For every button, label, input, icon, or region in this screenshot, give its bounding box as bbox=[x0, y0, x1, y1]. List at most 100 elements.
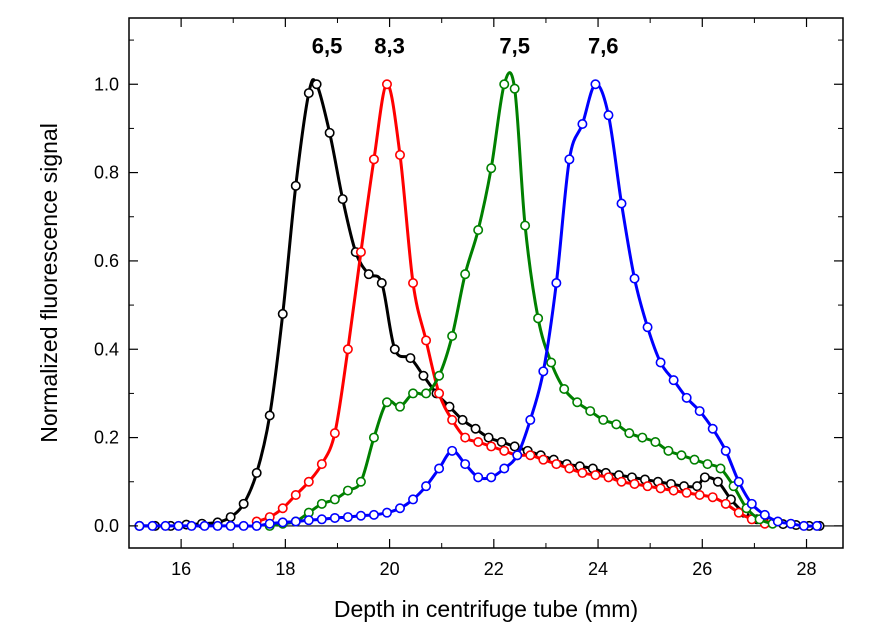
peak-label: 6,5 bbox=[312, 33, 343, 58]
series-3 bbox=[134, 79, 822, 531]
data-point bbox=[512, 450, 523, 461]
data-point bbox=[603, 472, 614, 483]
data-point bbox=[238, 520, 249, 531]
data-point bbox=[663, 445, 674, 456]
x-tick-label: 18 bbox=[275, 559, 295, 579]
data-point bbox=[551, 459, 562, 470]
data-point bbox=[616, 198, 627, 209]
data-point bbox=[650, 436, 661, 447]
data-point bbox=[707, 423, 718, 434]
series-2 bbox=[264, 71, 778, 531]
y-tick-label: 0.8 bbox=[94, 163, 119, 183]
data-point bbox=[746, 498, 757, 509]
data-point bbox=[811, 520, 822, 531]
data-point bbox=[303, 515, 314, 526]
data-point bbox=[668, 485, 679, 496]
data-point bbox=[395, 401, 406, 412]
data-point bbox=[329, 512, 340, 523]
data-point bbox=[251, 520, 262, 531]
data-point bbox=[692, 481, 703, 492]
data-point bbox=[342, 485, 353, 496]
data-point bbox=[496, 436, 507, 447]
annotation-layer: 6,5 8,3 7,5 7,6 bbox=[312, 33, 619, 58]
data-point bbox=[509, 441, 520, 452]
x-tick-label: 20 bbox=[380, 559, 400, 579]
data-point bbox=[785, 518, 796, 529]
y-tick-label: 0.4 bbox=[94, 339, 119, 359]
data-point bbox=[355, 510, 366, 521]
data-point bbox=[389, 344, 400, 355]
data-point bbox=[694, 489, 705, 500]
data-point bbox=[702, 459, 713, 470]
x-tick-label: 26 bbox=[692, 559, 712, 579]
data-point bbox=[381, 507, 392, 518]
y-tick-label: 1.0 bbox=[94, 74, 119, 94]
data-point bbox=[473, 472, 484, 483]
x-tick-label: 24 bbox=[588, 559, 608, 579]
y-tick-label: 0.0 bbox=[94, 516, 119, 536]
data-point bbox=[715, 463, 726, 474]
x-axis-label: Depth in centrifuge tube (mm) bbox=[334, 596, 638, 622]
data-point bbox=[483, 432, 494, 443]
data-point bbox=[368, 154, 379, 165]
data-point bbox=[460, 459, 471, 470]
peak-label: 8,3 bbox=[374, 33, 405, 58]
data-point bbox=[572, 397, 583, 408]
data-point bbox=[598, 414, 609, 425]
data-point bbox=[316, 498, 327, 509]
data-point bbox=[520, 220, 531, 231]
data-point bbox=[277, 308, 288, 319]
data-point bbox=[699, 472, 710, 483]
data-point bbox=[577, 119, 588, 130]
x-tick-label: 16 bbox=[171, 559, 191, 579]
data-point bbox=[212, 520, 223, 531]
data-point bbox=[525, 450, 536, 461]
y-axis-label: Normalized fluorescence signal bbox=[36, 123, 62, 443]
data-point bbox=[368, 509, 379, 520]
data-point bbox=[720, 498, 731, 509]
data-point bbox=[486, 163, 497, 174]
data-point bbox=[564, 463, 575, 474]
data-point bbox=[772, 516, 783, 527]
data-point bbox=[303, 476, 314, 487]
data-point bbox=[470, 423, 481, 434]
data-point bbox=[381, 397, 392, 408]
data-point bbox=[408, 388, 419, 399]
data-point bbox=[363, 269, 374, 280]
data-point bbox=[395, 149, 406, 160]
data-point bbox=[316, 514, 327, 525]
data-point bbox=[533, 313, 544, 324]
data-point bbox=[733, 507, 744, 518]
data-point bbox=[434, 463, 445, 474]
data-point bbox=[173, 520, 184, 531]
data-point bbox=[689, 454, 700, 465]
data-point bbox=[712, 476, 723, 487]
data-point bbox=[277, 517, 288, 528]
data-point bbox=[798, 520, 809, 531]
data-point bbox=[316, 459, 327, 470]
data-point bbox=[577, 467, 588, 478]
data-point bbox=[551, 277, 562, 288]
data-point bbox=[447, 414, 458, 425]
data-point bbox=[759, 509, 770, 520]
data-point bbox=[199, 520, 210, 531]
data-point bbox=[342, 512, 353, 523]
data-point bbox=[668, 375, 679, 386]
y-tick-label: 0.2 bbox=[94, 428, 119, 448]
data-point bbox=[473, 225, 484, 236]
data-point bbox=[642, 322, 653, 333]
data-point bbox=[655, 483, 666, 494]
series-line bbox=[139, 78, 820, 528]
data-point bbox=[277, 503, 288, 514]
data-point bbox=[447, 330, 458, 341]
data-point bbox=[329, 428, 340, 439]
data-point bbox=[395, 503, 406, 514]
data-point bbox=[421, 388, 432, 399]
data-point bbox=[264, 518, 275, 529]
data-point bbox=[238, 498, 249, 509]
data-point bbox=[342, 344, 353, 355]
data-point bbox=[538, 366, 549, 377]
data-point bbox=[290, 489, 301, 500]
data-point bbox=[421, 335, 432, 346]
